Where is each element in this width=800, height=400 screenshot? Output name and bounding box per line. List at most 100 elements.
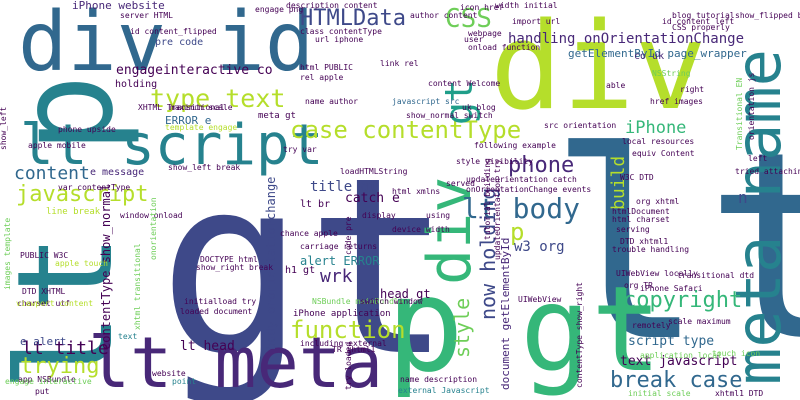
cloud-word: show_flipped break xyxy=(735,11,800,20)
cloud-word: user xyxy=(464,35,484,44)
cloud-word: lt meta xyxy=(88,322,384,400)
cloud-word: server HTML xyxy=(120,11,173,20)
cloud-word: tutorial building xyxy=(483,158,492,240)
cloud-word: put xyxy=(35,387,50,396)
cloud-word: iPhone website xyxy=(72,0,165,12)
cloud-word: iPhone Safari xyxy=(640,284,703,293)
cloud-word: html PUBLIC xyxy=(300,63,353,72)
cloud-word: webpage xyxy=(468,29,502,38)
cloud-word: content Welcome xyxy=(428,79,501,88)
cloud-word: break case xyxy=(610,368,743,393)
cloud-word: updateOrientation catch xyxy=(466,175,577,184)
cloud-word: display xyxy=(362,211,396,220)
cloud-word: XHTML Transitional xyxy=(138,103,225,112)
cloud-word: app NSBundle xyxy=(18,375,76,384)
cloud-word: HTMLData xyxy=(300,6,406,31)
cloud-word: NSString xyxy=(652,69,691,78)
cloud-word: DOCTYPE html xyxy=(200,255,258,264)
cloud-word: lt script xyxy=(20,113,324,178)
cloud-word: document getElementById xyxy=(499,237,512,390)
cloud-word: onload function xyxy=(468,43,541,52)
cloud-word: viewport content xyxy=(16,299,94,308)
cloud-word: remotely xyxy=(632,321,671,330)
cloud-word: try var xyxy=(283,145,317,154)
cloud-word: content xyxy=(14,163,90,184)
cloud-word: javascript src xyxy=(392,97,460,106)
cloud-word: xhtml1 DTD xyxy=(715,389,764,398)
cloud-word: meta gt xyxy=(258,111,296,121)
cloud-word: url iphone xyxy=(315,35,364,44)
cloud-word: style visibility xyxy=(456,157,534,166)
cloud-word: ERROR e xyxy=(165,114,212,127)
cloud-word: lt br xyxy=(300,199,331,210)
cloud-word: name author xyxy=(305,97,358,106)
cloud-word: engage interactive xyxy=(5,377,92,386)
cloud-word: text javascript xyxy=(620,354,738,369)
cloud-word: show_normal switch xyxy=(406,111,493,120)
cloud-word: link rel xyxy=(380,59,419,68)
cloud-word: touch icon xyxy=(712,349,761,358)
cloud-word: chance apple xyxy=(280,229,338,238)
cloud-word: application local xyxy=(640,351,722,360)
cloud-word: p xyxy=(386,249,465,400)
cloud-word: PUBLIC W3C xyxy=(20,251,69,260)
cloud-word: function xyxy=(290,316,406,344)
cloud-word: carriage returns xyxy=(300,242,378,251)
cloud-word: htmlDocument xyxy=(612,207,670,216)
cloud-word: DTD xhtml1 xyxy=(620,237,669,246)
cloud-word: engage png xyxy=(255,5,304,14)
cloud-word: initial scale xyxy=(628,389,691,398)
cloud-word: p xyxy=(510,218,525,246)
cloud-word: catch e xyxy=(345,191,400,206)
cloud-word: handling onOrientationChange xyxy=(508,31,745,47)
cloud-word: author content xyxy=(410,11,478,20)
cloud-word: title gt xyxy=(310,179,378,195)
cloud-word: html xmlns xyxy=(392,187,441,196)
cloud-word: try loaded xyxy=(344,341,353,390)
cloud-word: apple touch xyxy=(55,259,108,268)
cloud-word: initialload try xyxy=(184,297,257,306)
cloud-word: lt body xyxy=(462,192,581,225)
cloud-word: website xyxy=(152,369,186,378)
cloud-word: pre code xyxy=(155,37,204,48)
cloud-word: phone upside xyxy=(58,125,116,134)
cloud-word: UIWebView locally xyxy=(616,269,698,278)
cloud-word: javascript xyxy=(16,182,149,207)
cloud-word: case contentType xyxy=(290,116,522,144)
cloud-word: maximum scale xyxy=(170,103,233,112)
cloud-word: device width xyxy=(392,225,450,234)
cloud-word: images template xyxy=(3,217,12,290)
cloud-word: transitional dtd xyxy=(677,271,755,280)
cloud-word: holding xyxy=(115,79,158,90)
cloud-word: text xyxy=(118,332,138,341)
cloud-word: script type xyxy=(628,334,715,349)
cloud-word: org TR xyxy=(624,281,653,290)
cloud-word: UIWebView xyxy=(518,295,562,304)
cloud-word: style xyxy=(450,297,474,358)
cloud-word: loadHTMLString xyxy=(340,167,408,176)
cloud-word: alert ERROR xyxy=(300,254,380,268)
cloud-word: uk blog xyxy=(462,103,496,112)
cloud-word: loaded document xyxy=(180,307,253,316)
cloud-word: following example xyxy=(474,141,556,150)
cloud-word: type text xyxy=(150,84,286,113)
cloud-word: onorientation xyxy=(149,197,158,260)
cloud-word: point xyxy=(172,377,197,386)
cloud-word: Transitional EN xyxy=(735,77,744,150)
cloud-word: width initial xyxy=(495,1,558,10)
cloud-word: copyright xyxy=(623,288,743,313)
cloud-word: src orientation xyxy=(544,121,617,130)
cloud-word: including external xyxy=(300,339,387,348)
cloud-word: rel apple xyxy=(300,73,344,82)
cloud-word: href images xyxy=(650,97,703,106)
cloud-word: contentType show_right xyxy=(575,282,584,388)
cloud-word: phone xyxy=(508,153,575,178)
cloud-word: getElementById page_wrapper xyxy=(568,47,747,60)
cloud-word: lt head xyxy=(180,339,235,354)
cloud-word: id content_left xyxy=(662,17,735,26)
cloud-word: orientation js xyxy=(747,72,756,140)
cloud-word: description content xyxy=(286,1,378,10)
cloud-word: left xyxy=(748,154,768,163)
cloud-word: trying xyxy=(20,354,100,379)
cloud-word: trouble handling xyxy=(612,245,690,254)
